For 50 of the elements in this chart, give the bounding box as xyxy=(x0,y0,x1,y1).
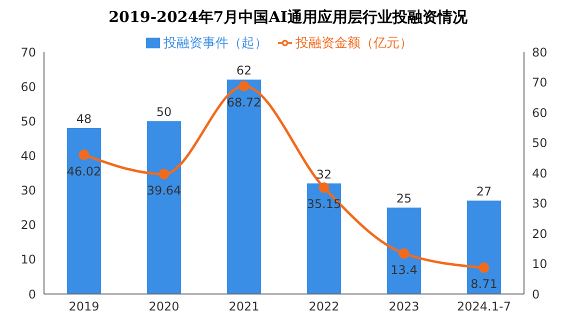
data-label: 32 xyxy=(316,167,332,182)
data-label: 35.15 xyxy=(306,197,342,212)
chart-title: 2019-2024年7月中国AI通用应用层行业投融资情况 xyxy=(108,8,468,28)
bar xyxy=(307,183,341,294)
data-label: 62 xyxy=(236,64,252,78)
x-tick-label: 2021 xyxy=(228,300,260,314)
point xyxy=(158,168,170,180)
y2-tick-label: 50 xyxy=(532,136,548,150)
point xyxy=(478,262,490,273)
y-tick-label: 20 xyxy=(20,218,36,232)
bar xyxy=(227,80,261,294)
x-tick-label: 2019 xyxy=(68,300,100,314)
data-label: 13.4 xyxy=(390,262,418,277)
point xyxy=(398,248,410,259)
point xyxy=(318,182,330,193)
y2-tick-label: 30 xyxy=(532,196,548,211)
data-label: 48 xyxy=(76,112,92,126)
point xyxy=(238,80,250,92)
y-tick-label: 70 xyxy=(20,45,36,60)
y-tick-label: 40 xyxy=(20,148,36,163)
legend-label: 投融资事件（起） xyxy=(164,36,268,51)
legend-label: 投融资金额（亿元） xyxy=(296,36,412,51)
data-label: 25 xyxy=(396,192,412,206)
y2-tick-label: 60 xyxy=(532,106,548,120)
y2-tick-label: 10 xyxy=(532,257,548,272)
y2-tick-label: 80 xyxy=(532,45,548,60)
data-label: 50 xyxy=(156,105,172,120)
y2-tick-label: 20 xyxy=(532,226,548,241)
data-label: 46.02 xyxy=(66,164,102,178)
x-tick-label: 2024.1-7 xyxy=(457,300,511,314)
data-label: 27 xyxy=(476,184,492,199)
data-label: 8.71 xyxy=(470,277,498,292)
y-tick-label: 50 xyxy=(20,114,36,128)
bar xyxy=(147,121,181,294)
y-tick-label: 60 xyxy=(20,80,36,94)
x-tick-label: 2020 xyxy=(148,300,180,314)
y-tick-label: 10 xyxy=(20,252,36,267)
y-tick-label: 0 xyxy=(28,287,36,302)
bar xyxy=(467,200,501,294)
y-tick-label: 30 xyxy=(20,184,36,198)
y2-tick-label: 40 xyxy=(532,166,548,180)
data-label: 68.72 xyxy=(226,96,262,110)
x-tick-label: 2023 xyxy=(388,300,420,314)
bar xyxy=(387,208,421,294)
bar xyxy=(67,128,101,294)
data-label: 39.64 xyxy=(146,184,182,198)
x-tick-label: 2022 xyxy=(308,300,340,314)
y2-tick-label: 0 xyxy=(532,287,540,302)
y2-tick-label: 70 xyxy=(532,76,548,90)
point xyxy=(78,150,90,160)
